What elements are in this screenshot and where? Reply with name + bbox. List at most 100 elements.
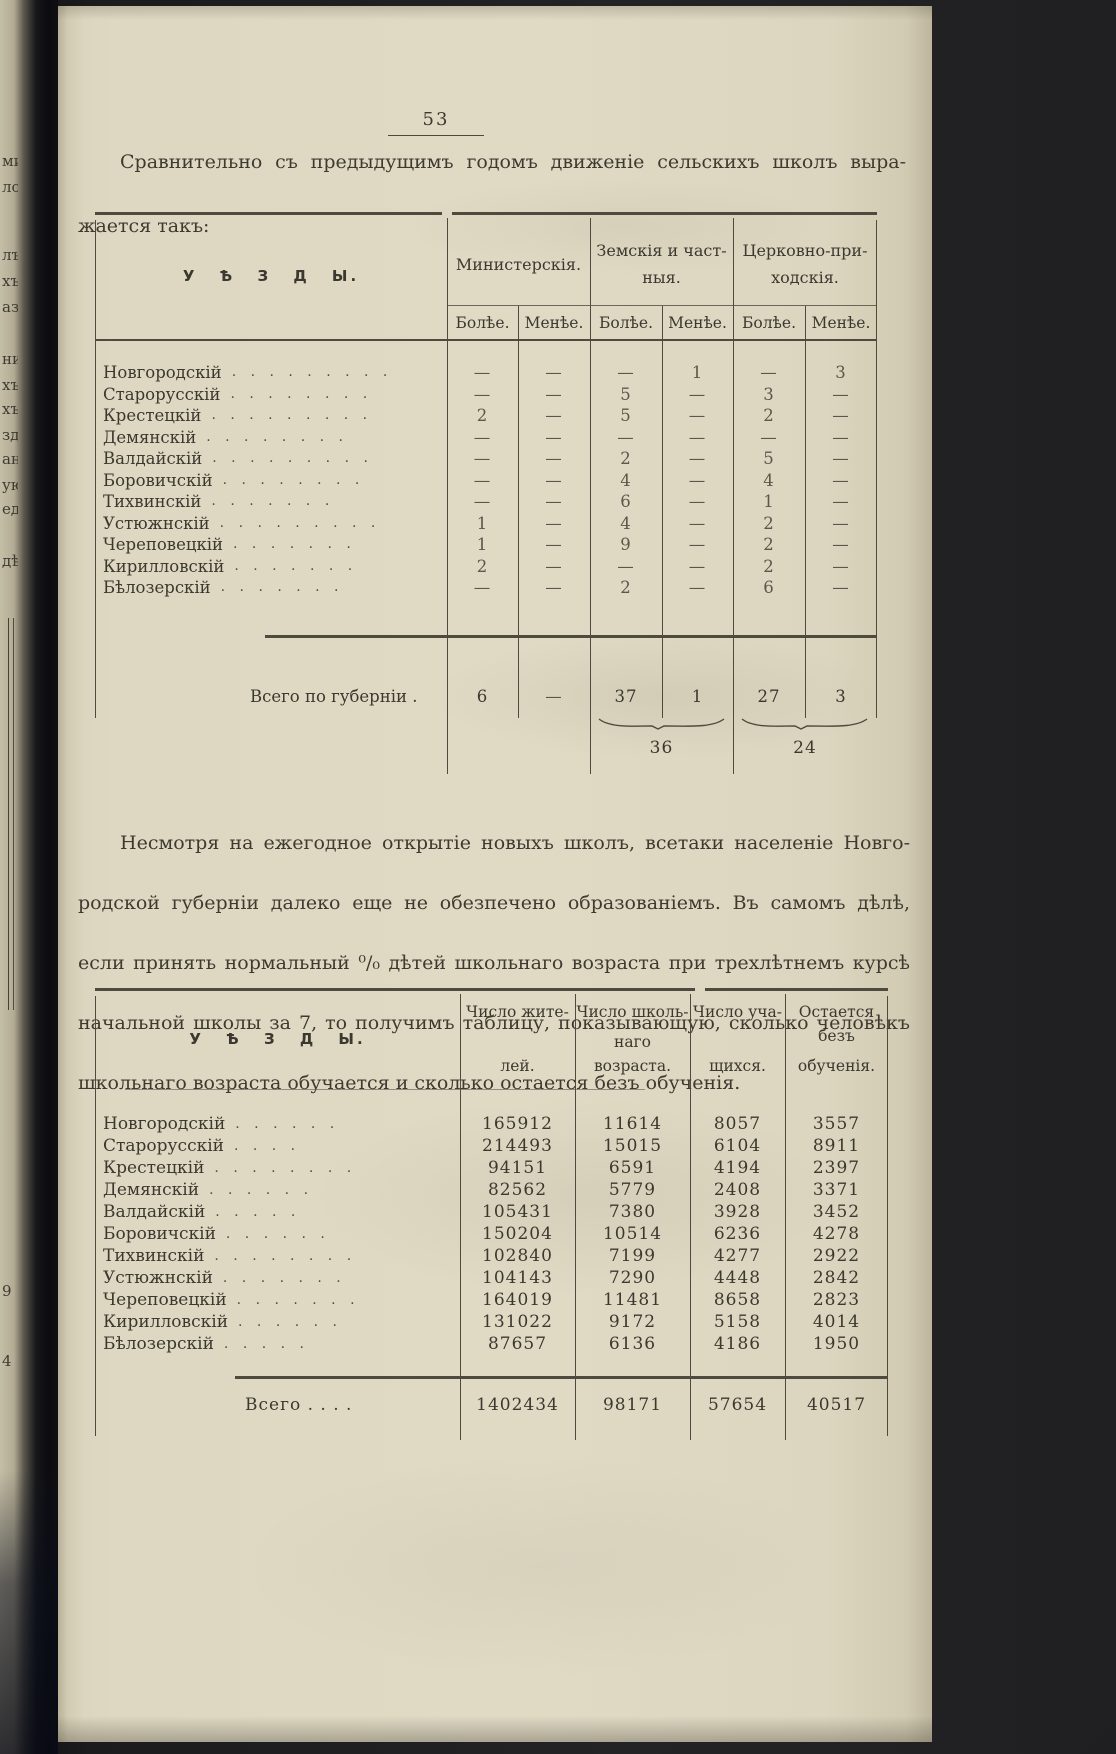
table-body: Новгородскій . . . . . . 165912 11614 80… <box>95 1113 888 1355</box>
cell-value: 1 <box>476 513 489 533</box>
uezd-name: Валдайскій <box>103 1202 206 1222</box>
paragraph-line: если принять нормальный ⁰/₀ дѣтей школьн… <box>78 952 910 974</box>
page-number: 53 <box>388 109 484 136</box>
table-border <box>95 996 97 1436</box>
cell-value: 165912 <box>482 1114 553 1134</box>
total-value: 3 <box>835 687 847 706</box>
dot-leader: . . . . . . . <box>220 579 344 595</box>
column-group-label: Министерскія. <box>455 254 582 274</box>
table-row: Старорусскій . . . . . . . . — — 5 — 3 — <box>95 384 877 406</box>
verso-text-fragment: 9 <box>2 1282 12 1300</box>
cell-value: — <box>688 449 707 468</box>
dot-leader: . . . . . <box>223 1336 309 1352</box>
verso-text-fragment: 4 <box>2 1352 12 1370</box>
cell-value: 2 <box>763 535 775 554</box>
verso-text-fragment: хъ <box>2 376 18 394</box>
cell-value: 2397 <box>812 1158 861 1178</box>
brace-sum-parochial: 24 <box>793 738 817 758</box>
cell-value: 3928 <box>713 1202 762 1222</box>
table-row: Демянскій . . . . . . . . — — — — — — <box>95 427 877 449</box>
cell-value: 4194 <box>713 1158 762 1178</box>
uezd-name: Валдайскій <box>103 449 203 468</box>
cell-value: 102840 <box>482 1246 553 1266</box>
dot-leader: . . . . . . . . <box>206 428 349 445</box>
paragraph-line: родской губерніи далеко еще не обезпечен… <box>78 892 910 914</box>
uezd-name: Кирилловскій <box>103 556 225 576</box>
paragraph-line: Несмотря на ежегодное открытіе новыхъ шк… <box>120 832 910 854</box>
column-header-line: Число уча- <box>693 1003 782 1021</box>
table-rule <box>590 218 592 774</box>
cell-value: — <box>832 406 850 425</box>
table-row: Устюжнскій . . . . . . . 104143 7290 444… <box>95 1267 888 1289</box>
column-group-label: ныя. <box>642 268 681 287</box>
table-rule <box>662 306 664 718</box>
table-rule <box>733 218 735 774</box>
cell-value: 1950 <box>812 1334 861 1354</box>
cell-value: 7290 <box>608 1268 657 1288</box>
subheader-more: Болѣе. <box>455 314 510 332</box>
uezd-name: Череповецкій <box>103 1290 227 1310</box>
cell-value: — <box>760 363 778 382</box>
cell-value: 131022 <box>482 1312 553 1332</box>
uezd-name: Демянскій <box>103 427 197 447</box>
dot-leader: . . . . . . . . . <box>219 514 381 531</box>
book-page: 53 Сравнительно съ предыдущимъ годомъ дв… <box>58 6 932 1742</box>
cell-value: — <box>617 363 635 382</box>
dot-leader: . . . . . . <box>235 1116 340 1132</box>
cell-value: — <box>832 449 850 468</box>
total-value: 1402434 <box>476 1395 559 1415</box>
totals-row: Всего . . . . 1402434 98171 57654 40517 <box>95 1392 888 1418</box>
uezd-name: Боровичскій <box>103 470 213 490</box>
totals-label: Всего . . . . <box>245 1395 353 1415</box>
cell-value: — <box>617 556 635 576</box>
totals-label: Всего по губерніи . <box>250 687 418 706</box>
cell-value: 2408 <box>713 1180 762 1200</box>
cell-value: 2 <box>476 556 489 576</box>
verso-text-fragment: зд <box>2 426 18 444</box>
cell-value: 8057 <box>713 1114 762 1134</box>
cell-value: 1 <box>691 363 704 382</box>
cell-value: 2 <box>476 406 489 425</box>
dot-leader: . . . . . . . . . <box>231 364 393 380</box>
verso-text-fragment: аз- <box>2 298 18 316</box>
table-body: Новгородскій . . . . . . . . . — — — 1 —… <box>95 362 877 599</box>
total-value: 6 <box>476 687 489 706</box>
subheader-more: Болѣе. <box>741 314 796 332</box>
book-gutter: ми ло лъ . хъ аз-ни-хъ хъ зд ан-ую ед-дѣ- 9 4 <box>0 0 58 1754</box>
cell-value: 87657 <box>487 1334 548 1354</box>
cell-value: — <box>473 427 492 447</box>
cell-value: 4448 <box>713 1268 762 1288</box>
cell-value: — <box>545 556 563 576</box>
table-row: Боровичскій . . . . . . . . — — 4 — 4 — <box>95 470 877 492</box>
table-rule <box>805 306 807 718</box>
cell-value: 150204 <box>482 1224 553 1244</box>
brace-sum-zemstvo: 36 <box>649 738 674 758</box>
intro-paragraph: Сравнительно съ предыдущимъ годомъ движе… <box>78 146 906 242</box>
table-border <box>452 212 877 215</box>
column-header-school-age: Число школь- наго возраста. <box>575 1000 690 1078</box>
cell-value: 6 <box>620 492 632 511</box>
cell-value: 8911 <box>812 1136 861 1156</box>
table-rule <box>265 635 877 638</box>
table-row: Устюжнскій . . . . . . . . . 1 — 4 — 2 — <box>95 513 877 535</box>
subheader-less: Менѣе. <box>668 314 727 332</box>
dot-leader: . . . . . . . <box>222 1270 346 1286</box>
verso-text-fragment: дѣ- <box>2 552 18 570</box>
column-group-label: Церковно-при- <box>742 241 868 260</box>
column-group-label: Земскія и част- <box>596 241 727 260</box>
uezd-name: Кирилловскій <box>103 1312 229 1332</box>
total-value: 27 <box>757 687 781 706</box>
column-group-parochial: Церковно-при- ходскія. <box>733 224 877 304</box>
cell-value: — <box>545 406 563 425</box>
cell-value: — <box>473 492 492 511</box>
table-row: Крестецкій . . . . . . . . . 2 — 5 — 2 — <box>95 405 877 427</box>
uezd-name: Бѣлозерскій <box>103 578 211 597</box>
cell-value: — <box>832 556 850 576</box>
cell-value: 5 <box>763 449 775 468</box>
uezd-name: Тихвинскій <box>103 1246 205 1266</box>
paragraph-line: жается такъ: <box>78 215 210 237</box>
table-rule <box>785 994 787 1440</box>
uezd-name: Новгородскій <box>103 1114 226 1134</box>
table-rule <box>690 994 692 1440</box>
cell-value: — <box>473 363 492 382</box>
